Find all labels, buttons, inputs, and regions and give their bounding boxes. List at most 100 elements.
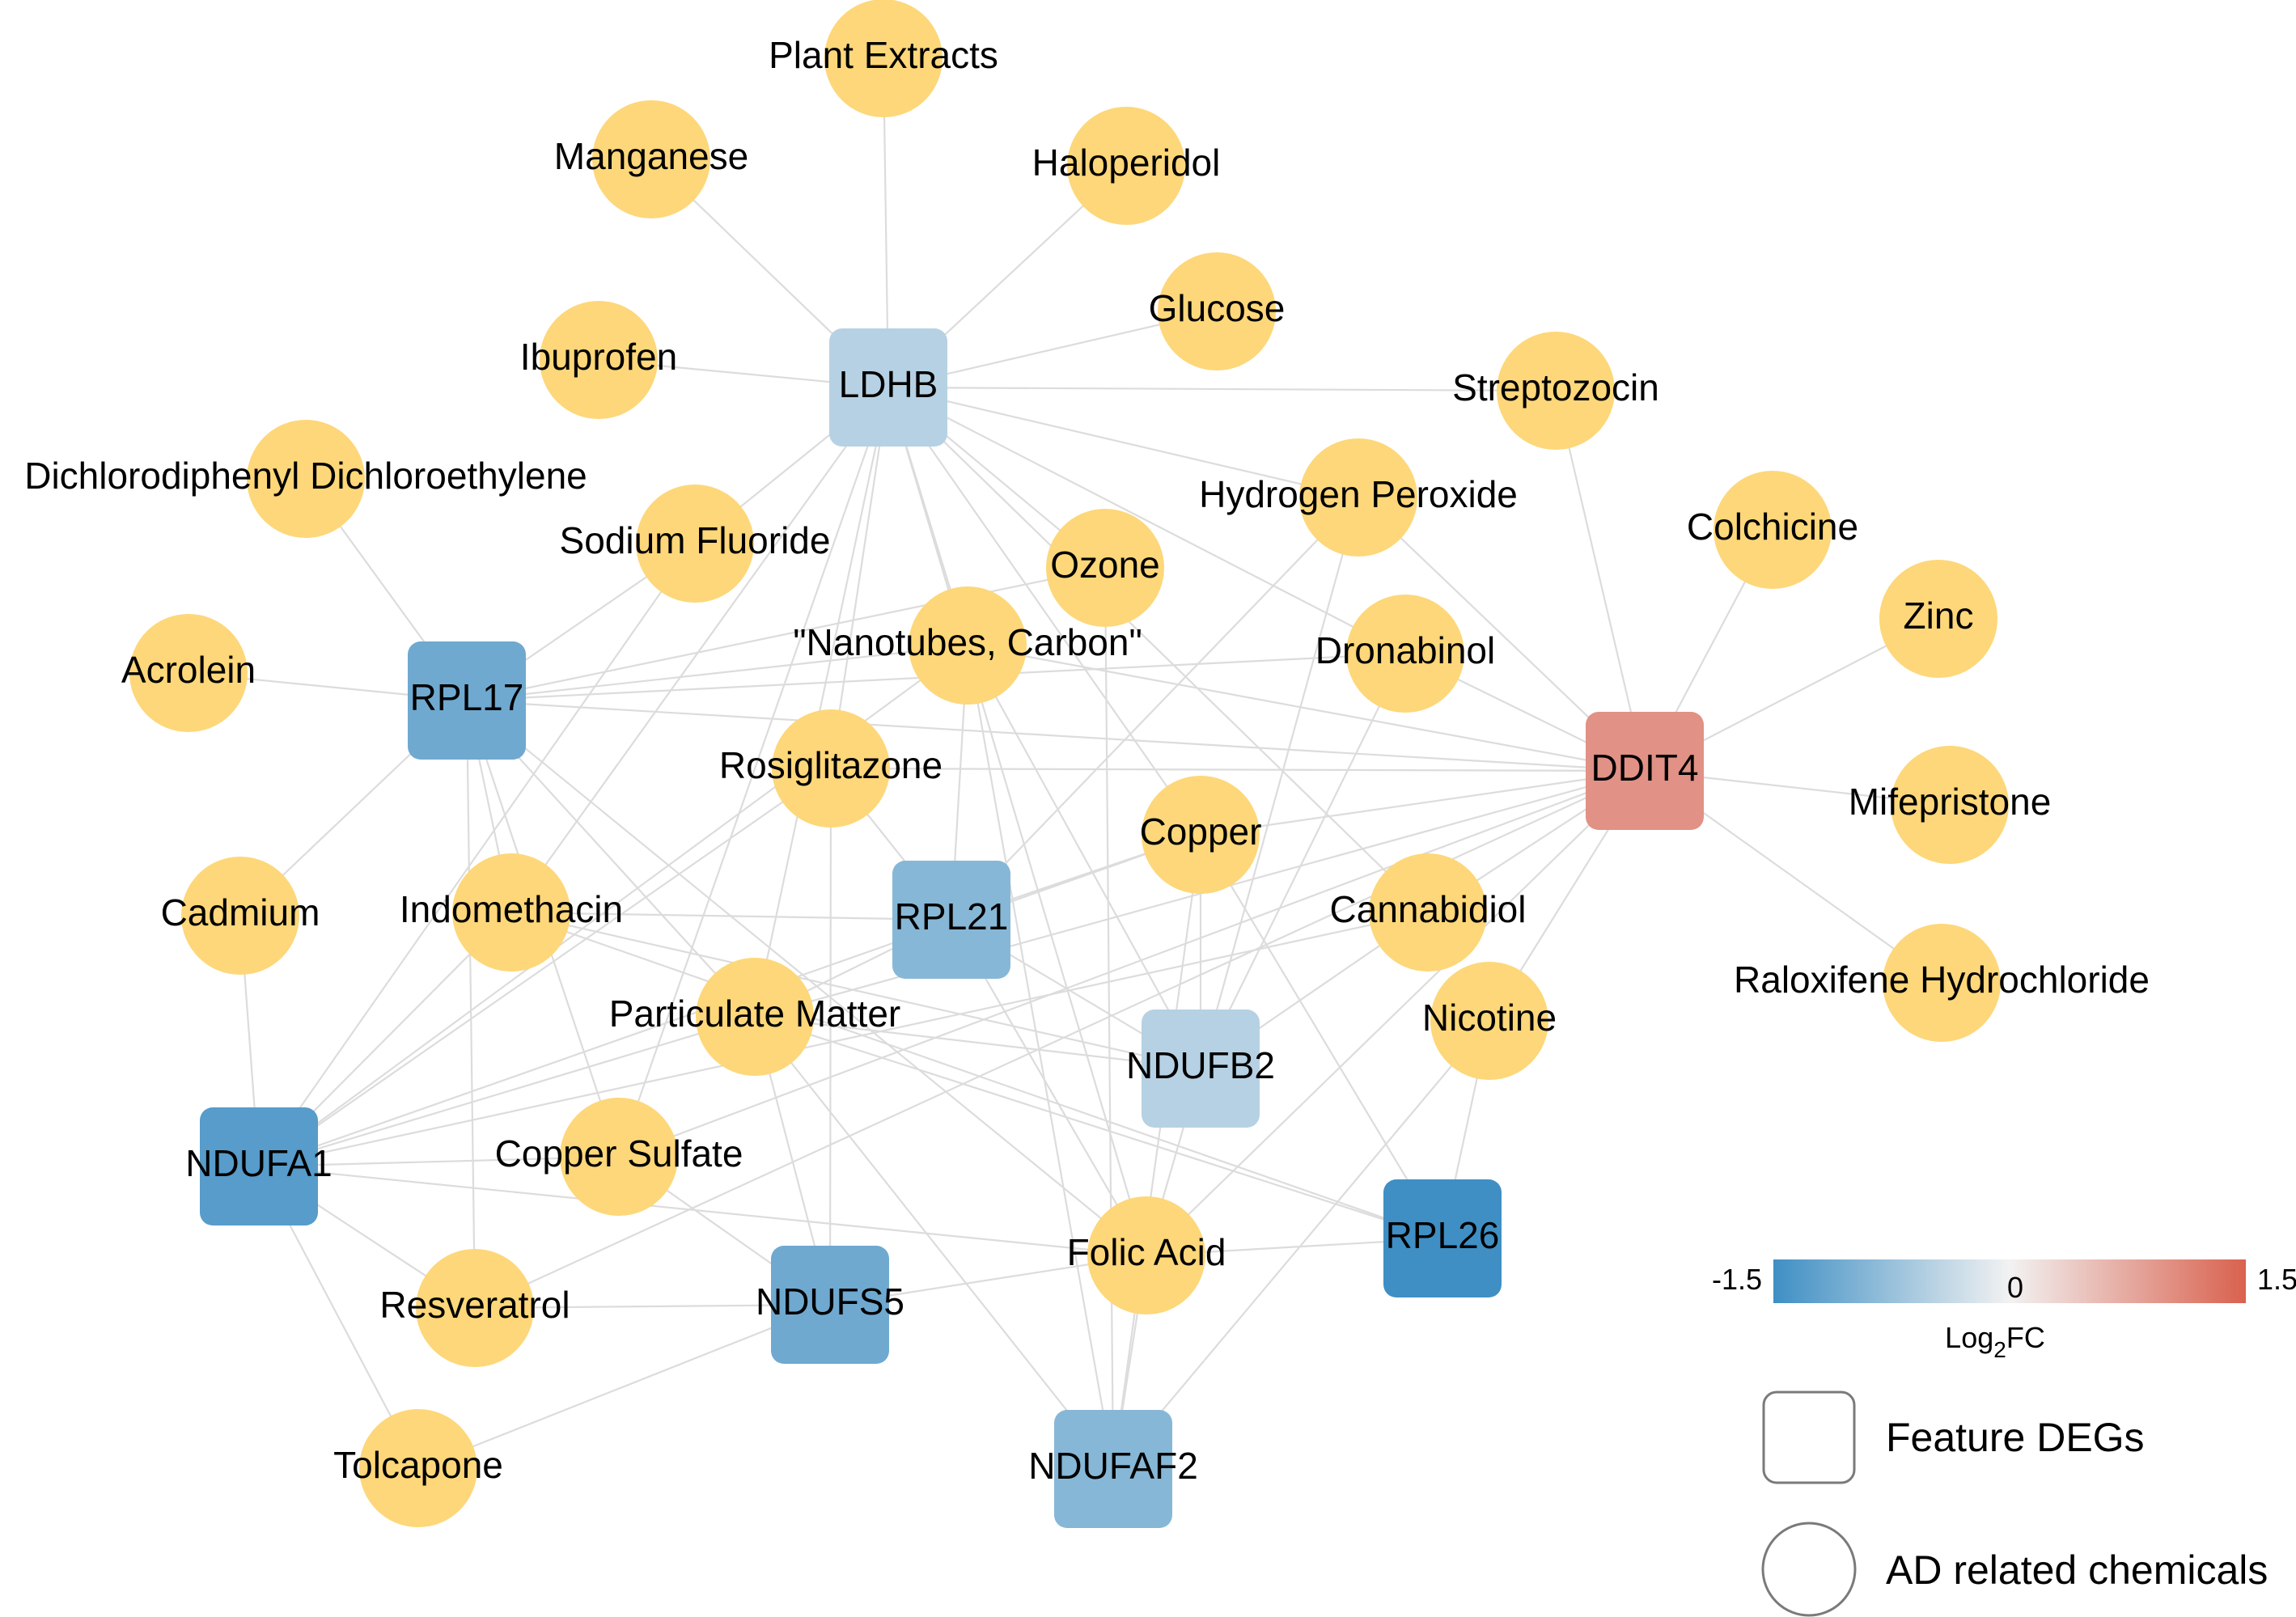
log2fc-color-bar — [1773, 1259, 2246, 1303]
chemical-label-nicotine: Nicotine — [1422, 997, 1557, 1039]
edge-ldhb-cannabidiol — [887, 387, 1429, 913]
chemical-node-hydrogen-peroxide[interactable] — [1299, 438, 1417, 557]
edge-ldhb-copper-sulfate — [617, 387, 890, 1158]
chemical-circle — [772, 709, 890, 828]
edge-ndufb2-particulate-matter — [754, 1015, 1201, 1070]
chemical-circle — [359, 1409, 477, 1527]
edge-ndufb2-nanotubes — [967, 645, 1201, 1069]
chemical-node-cannabidiol[interactable] — [1369, 853, 1487, 971]
chemical-node-resveratrol[interactable] — [416, 1249, 534, 1367]
chemical-circle — [1430, 962, 1548, 1080]
chemical-circle — [1046, 509, 1164, 627]
chemical-node-ibuprofen[interactable] — [540, 301, 658, 419]
chemical-node-streptozocin[interactable] — [1497, 332, 1615, 450]
chemical-circle — [1067, 107, 1185, 225]
chemical-label-streptozocin: Streptozocin — [1452, 366, 1659, 408]
edge-ldhb-rosiglitazone — [829, 387, 890, 769]
edge-ldhb-dronabinol — [887, 387, 1406, 654]
chemical-label-ozone: Ozone — [1050, 544, 1160, 586]
edge-rpl21-hydrogen-peroxide — [951, 497, 1359, 921]
chemical-node-manganese[interactable] — [592, 100, 710, 218]
chemical-label-rosiglitazone: Rosiglitazone — [719, 744, 943, 786]
gene-label-rpl21: RPL21 — [895, 895, 1009, 938]
scale-max-label: 1.5 — [2257, 1263, 2296, 1296]
chemical-label-dronabinol: Dronabinol — [1315, 629, 1495, 671]
edge-rpl17-ddit4 — [466, 699, 1646, 773]
chemical-circle — [824, 0, 943, 117]
chemical-label-ddde: Dichlorodiphenyl Dichloroethylene — [24, 455, 587, 497]
chemical-label-resveratrol: Resveratrol — [379, 1284, 570, 1326]
gene-node-ndufs5[interactable] — [771, 1246, 889, 1364]
chemical-node-ozone[interactable] — [1046, 509, 1164, 627]
chemical-node-nicotine[interactable] — [1430, 962, 1548, 1080]
log2fc-axis-label: Log2FC — [1945, 1321, 2045, 1362]
chemical-circle — [247, 420, 365, 538]
edge-ndufa1-cannabidiol — [258, 911, 1429, 1168]
edge-ldhb-hydrogen-peroxide — [887, 386, 1359, 499]
chemical-label-colchicine: Colchicine — [1687, 506, 1858, 548]
chemical-label-haloperidol: Haloperidol — [1032, 142, 1221, 184]
chemical-circle — [636, 485, 754, 603]
chemical-node-plant-extracts[interactable] — [824, 0, 943, 117]
chemical-node-dronabinol[interactable] — [1346, 595, 1464, 713]
chemical-node-glucose[interactable] — [1158, 252, 1276, 370]
chemical-circle — [129, 614, 248, 732]
chemical-label-raloxifene: Raloxifene Hydrochloride — [1734, 959, 2150, 1001]
gene-square — [892, 861, 1010, 979]
edge-rpl26-indomethacin — [510, 911, 1443, 1240]
chemical-circle — [1369, 853, 1487, 971]
edge-ndufs5-resveratrol — [474, 1303, 831, 1310]
gene-label-rpl17: RPL17 — [410, 676, 524, 718]
chemical-node-folic-acid[interactable] — [1087, 1196, 1205, 1314]
legend: -1.5 0 1.5 Log2FC Feature DEGs AD relate… — [1712, 1259, 2296, 1617]
gene-node-ldhb[interactable] — [829, 328, 947, 447]
chemical-node-ddde[interactable] — [247, 420, 365, 538]
chemical-node-sodium-fluoride[interactable] — [636, 485, 754, 603]
chemical-label-plant-extracts: Plant Extracts — [769, 34, 998, 76]
chemical-label-hydrogen-peroxide: Hydrogen Peroxide — [1199, 473, 1518, 515]
chemical-circle — [540, 301, 658, 419]
chemical-node-rosiglitazone[interactable] — [772, 709, 890, 828]
chemical-circle — [1891, 746, 2009, 864]
chemical-node-haloperidol[interactable] — [1067, 107, 1185, 225]
edge-ldhb-copper — [887, 387, 1201, 836]
gene-node-rpl17[interactable] — [408, 641, 526, 760]
chemical-circle — [909, 586, 1027, 705]
gene-node-ndufaf2[interactable] — [1054, 1410, 1172, 1528]
gene-node-rpl21[interactable] — [892, 861, 1010, 979]
edge-ldhb-indomethacin — [510, 387, 889, 913]
edge-ndufb2-indomethacin — [510, 911, 1201, 1070]
chemical-circle — [592, 100, 710, 218]
chemical-label-zinc: Zinc — [1904, 595, 1974, 637]
edge-rpl26-copper — [1200, 834, 1443, 1239]
ad-chemicals-legend-circle — [1761, 1522, 1857, 1617]
gene-node-ndufb2[interactable] — [1142, 1010, 1260, 1128]
edge-ndufaf2-nanotubes — [966, 645, 1115, 1470]
edge-ddit4-folic-acid — [1146, 770, 1646, 1256]
chemical-node-zinc[interactable] — [1879, 560, 1997, 678]
chemical-node-tolcapone[interactable] — [359, 1409, 477, 1527]
edge-ddit4-copper — [1200, 769, 1646, 836]
chemical-node-indomethacin[interactable] — [452, 853, 570, 971]
gene-node-ddit4[interactable] — [1586, 712, 1704, 830]
chemical-node-acrolein[interactable] — [129, 614, 248, 732]
chemical-node-mifepristone[interactable] — [1891, 746, 2009, 864]
chemical-node-particulate-matter[interactable] — [696, 958, 814, 1076]
chemical-node-copper-sulfate[interactable] — [560, 1098, 678, 1216]
chemical-circle — [1714, 471, 1832, 589]
gene-node-rpl26[interactable] — [1383, 1179, 1502, 1297]
gene-label-ndufaf2: NDUFAF2 — [1028, 1445, 1198, 1487]
gene-square — [1586, 712, 1704, 830]
edge-ddit4-copper-sulfate — [618, 769, 1646, 1158]
edge-rpl26-particulate-matter — [754, 1015, 1443, 1240]
chemical-label-tolcapone: Tolcapone — [333, 1444, 503, 1486]
chemical-node-copper[interactable] — [1142, 776, 1260, 894]
chemical-node-nanotubes[interactable] — [909, 586, 1027, 705]
chemical-node-cadmium[interactable] — [181, 857, 299, 975]
chemical-node-raloxifene[interactable] — [1883, 924, 2001, 1042]
edge-rpl17-ozone — [466, 566, 1106, 702]
gene-node-ndufa1[interactable] — [200, 1107, 318, 1225]
chemical-node-colchicine[interactable] — [1714, 471, 1832, 589]
edge-ndufa1-particulate-matter — [258, 1015, 756, 1168]
